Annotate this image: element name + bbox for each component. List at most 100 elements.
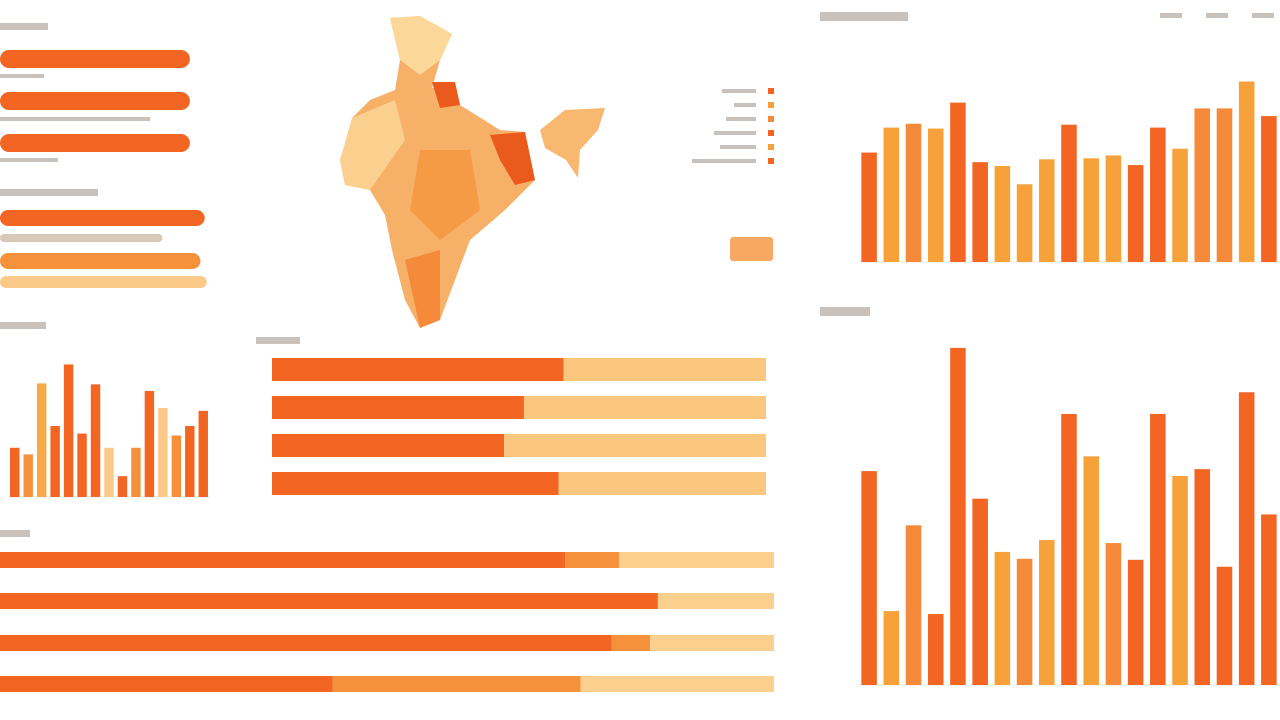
legend-swatch (768, 158, 774, 164)
bar-segment (0, 134, 190, 152)
bar (1127, 559, 1144, 685)
label-placeholder (692, 159, 756, 163)
map-region (390, 16, 452, 75)
bar (1150, 413, 1166, 685)
bar-segment (272, 358, 564, 381)
bar (905, 123, 922, 262)
bar-segment (0, 234, 163, 242)
bar (171, 435, 182, 497)
bar (144, 390, 155, 497)
bar-segment (650, 635, 774, 651)
label-placeholder (726, 117, 756, 121)
bar (1039, 540, 1055, 685)
bar (1061, 413, 1077, 685)
bar (1261, 116, 1277, 262)
bar-segment (657, 593, 774, 609)
bar (1261, 514, 1277, 685)
legend-swatch (768, 130, 774, 136)
bar (1039, 159, 1055, 262)
bar (104, 447, 114, 497)
bar-segment (563, 358, 766, 381)
map-region (490, 132, 535, 185)
legend-swatch (768, 102, 774, 108)
bar (23, 454, 33, 497)
bar-segment (0, 552, 566, 568)
label-placeholder (722, 89, 756, 93)
bar-segment (0, 676, 333, 692)
bar (1194, 469, 1211, 685)
bar (1083, 456, 1099, 685)
label-placeholder (1252, 13, 1274, 18)
bar (1216, 108, 1233, 263)
bar (1016, 558, 1033, 685)
bar (994, 551, 1011, 685)
bar (63, 364, 74, 497)
label-placeholder (820, 12, 908, 21)
map-region (405, 250, 440, 328)
bar (950, 102, 966, 262)
bar (1127, 165, 1144, 262)
bar-segment (0, 50, 190, 68)
label-placeholder (0, 23, 48, 30)
bar-segment (580, 676, 774, 692)
bar (117, 476, 128, 497)
bar (1172, 148, 1188, 262)
bar (185, 426, 195, 497)
bar-segment (0, 210, 205, 226)
legend-swatch (768, 88, 774, 94)
bar (90, 384, 101, 497)
bar (861, 152, 877, 262)
label-placeholder (0, 322, 46, 329)
bar-segment (523, 396, 766, 419)
bar-segment (565, 552, 620, 568)
bar (994, 166, 1011, 262)
bar (972, 162, 988, 262)
map-legend (692, 88, 774, 164)
bar (883, 127, 900, 262)
bar (905, 525, 922, 685)
label-placeholder (820, 307, 870, 316)
label-placeholder (0, 74, 44, 78)
bar-segment (619, 552, 774, 568)
bar (1150, 127, 1166, 262)
bar (77, 433, 87, 497)
bar (1238, 81, 1255, 263)
label-placeholder (1160, 13, 1182, 18)
bar (1016, 184, 1033, 262)
bar-segment (0, 635, 612, 651)
label-placeholder (0, 158, 58, 162)
label-placeholder (714, 131, 756, 135)
bar-segment (0, 92, 190, 110)
bar (36, 383, 47, 497)
bar-segment (272, 472, 559, 495)
bar (158, 408, 168, 497)
bar (1238, 392, 1255, 685)
map-region (410, 150, 480, 240)
bar (927, 128, 944, 262)
map-region (540, 108, 605, 178)
bar (1105, 155, 1122, 262)
bar (1194, 108, 1211, 263)
label-placeholder (256, 337, 300, 344)
bar (883, 611, 900, 685)
label-placeholder (0, 189, 98, 196)
bar-segment (0, 593, 658, 609)
bar (1083, 158, 1099, 262)
bar (10, 447, 20, 497)
bar (131, 447, 141, 497)
bar-segment (504, 434, 766, 457)
label-placeholder (0, 117, 150, 121)
label-placeholder (720, 145, 756, 149)
bar (50, 426, 60, 497)
bar (950, 347, 966, 685)
bar (1172, 476, 1188, 685)
label-placeholder (0, 530, 30, 537)
label-placeholder (1206, 13, 1228, 18)
bar (927, 614, 944, 685)
bar-segment (0, 276, 207, 288)
label-placeholder (734, 103, 756, 107)
bar-segment (611, 635, 651, 651)
bar-segment (0, 253, 201, 269)
button[interactable] (730, 237, 773, 261)
